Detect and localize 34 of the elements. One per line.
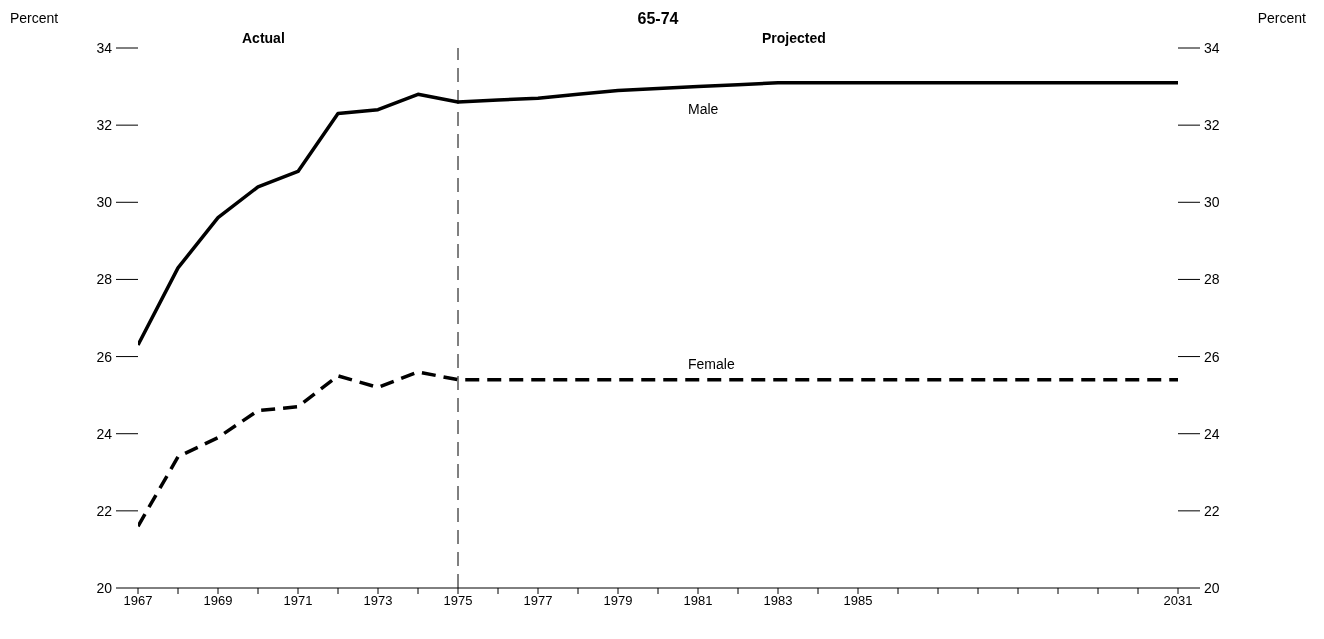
- y-axis-title: Percent: [10, 10, 59, 26]
- y2-tick-label: 22: [1204, 502, 1220, 519]
- text: Projected: [762, 30, 826, 46]
- y-tick-label: 20: [96, 579, 113, 596]
- x-tick-label: 1971: [283, 593, 313, 609]
- x-tick-label: 1969: [203, 593, 233, 609]
- series-label: Female: [688, 355, 735, 372]
- y-tick-label: 24: [96, 425, 113, 442]
- series-label: Male: [688, 101, 719, 118]
- x-tick-label: 1979: [603, 593, 633, 609]
- y2-axis-title: Percent: [1257, 10, 1306, 26]
- chart-title: 65-74: [637, 10, 679, 27]
- x-tick-label: 1983: [763, 593, 793, 609]
- x-tick-label: 1985: [843, 593, 873, 609]
- y2-tick-label: 32: [1204, 117, 1220, 134]
- x-tick-label: 1967: [123, 593, 153, 609]
- y2-tick-label: 26: [1204, 348, 1220, 365]
- y-tick-label: 28: [96, 271, 113, 288]
- x-tick-label: 1975: [443, 593, 473, 609]
- y2-tick-label: 28: [1204, 271, 1220, 288]
- y-tick-label: 26: [96, 348, 113, 365]
- x-tick-label: 1977: [523, 593, 553, 609]
- y-tick-label: 34: [96, 39, 113, 56]
- y-tick-label: 30: [96, 194, 113, 211]
- x-tick-label: 1973: [363, 593, 393, 609]
- y-tick-label: 22: [96, 502, 113, 519]
- y-tick-label: 32: [96, 117, 113, 134]
- text: Actual: [242, 30, 285, 46]
- x-tick-label: 1981: [683, 593, 713, 609]
- x-tick-label: 2031: [1163, 593, 1193, 609]
- y2-tick-label: 34: [1204, 39, 1220, 56]
- y2-tick-label: 30: [1204, 194, 1220, 211]
- y2-tick-label: 20: [1204, 579, 1220, 596]
- y2-tick-label: 24: [1204, 425, 1220, 442]
